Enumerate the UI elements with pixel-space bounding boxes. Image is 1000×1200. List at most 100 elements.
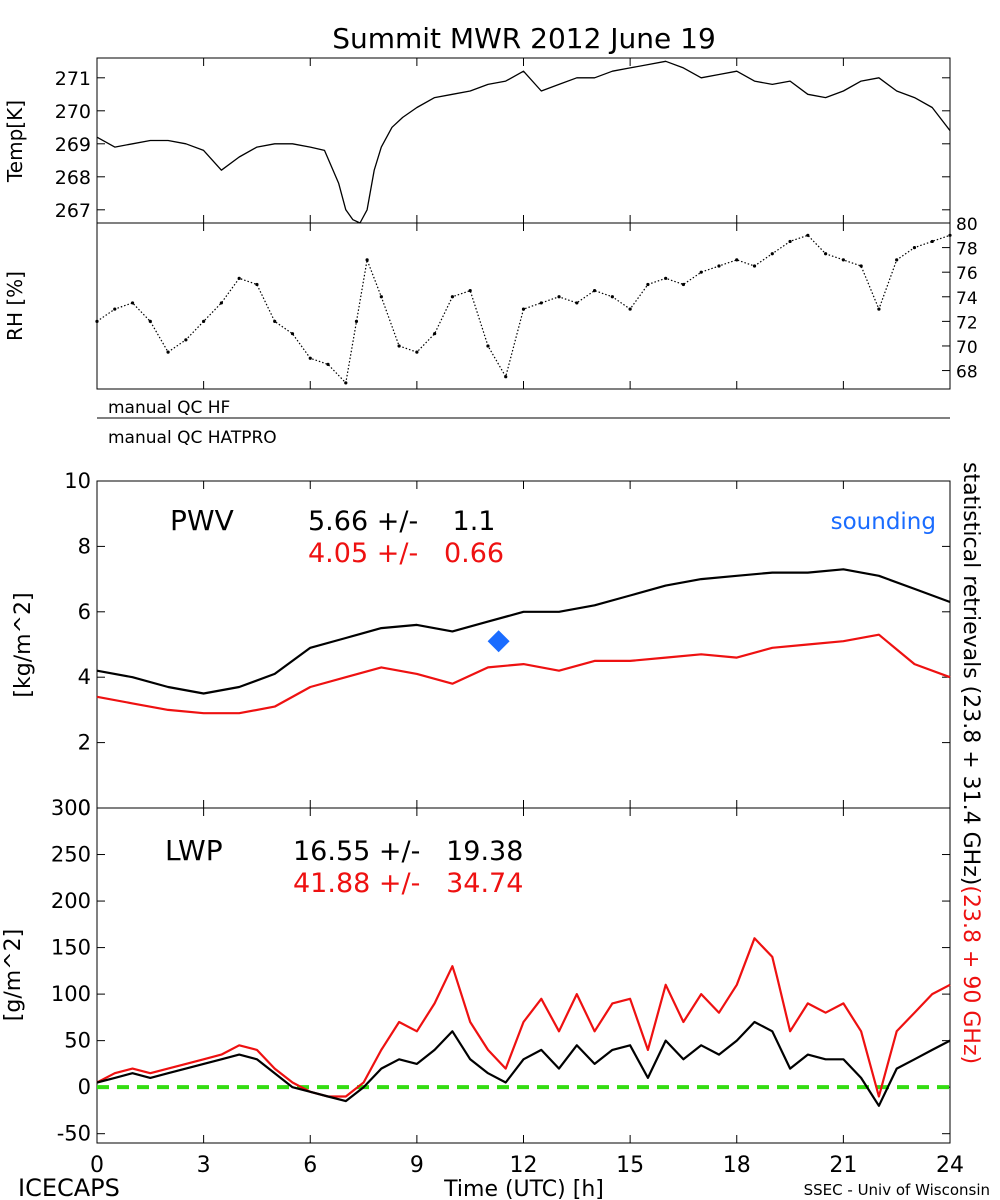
pwv-ytick-label: 0 [78,796,91,820]
rh-point [365,258,369,262]
lwp-ytick-label: 200 [51,889,91,913]
rh-point [148,319,152,323]
rh-point [255,282,259,287]
temp-ytick-label: 270 [55,101,91,123]
rh-ytick-label: 78 [956,240,978,260]
x-tick-label: 18 [723,1153,751,1178]
rh-point [557,295,561,299]
rh-ytick-label: 72 [956,313,978,333]
pwv-series-0 [96,568,951,695]
temp-ytick-label: 268 [55,167,91,189]
lwp-ytick-label: 100 [51,982,91,1006]
lwp-red-sd: 34.74 [446,868,523,899]
pwv-stat-red: 4.05 +/- 0.66 [308,538,504,569]
pwv-ytick-label: 8 [78,534,91,558]
rh-point [824,252,828,256]
rh-point [628,307,632,311]
rh-point [592,289,597,293]
rh-point [166,350,170,354]
rh-point [664,276,668,280]
lwp-ytick-label: 0 [78,1075,91,1099]
rh-point [237,276,241,280]
pwv-ylabel: [kg/m^2] [11,592,36,697]
qc-hf-label: manual QC HF [108,398,230,418]
sounding-legend: sounding [831,509,936,535]
x-tick-label: 6 [303,1153,317,1178]
lwp-red-mean: 41.88 [293,868,370,899]
rh-ytick-label: 74 [956,289,978,309]
pwv-red-mean: 4.05 [308,538,368,569]
lwp-stat-red: 41.88 +/- 34.74 [293,868,523,899]
pwv-red-pm: +/- [377,538,418,569]
lwp-ytick-label: 300 [51,796,91,820]
rh-ytick-label: 80 [956,215,978,235]
rh-point [486,344,490,348]
retrieval-annotation: statistical retrievals (23.8 + 31.4 GHz)… [958,462,983,1064]
rh-point [717,264,721,268]
pwv-series-1 [96,633,951,715]
pwv-black-sd: 1.1 [453,506,496,537]
rh-point [415,350,419,354]
pwv-ytick-label: 6 [78,600,91,624]
lwp-ytick-label: 150 [51,936,91,960]
rh-point [788,239,792,244]
temp-series-0 [96,60,951,224]
rh-point [290,332,295,336]
x-tick-label: 0 [90,1153,104,1178]
rh-point [521,307,526,311]
pwv-black-pm: +/- [377,506,418,537]
lwp-ylabel: [g/m^2] [1,929,26,1021]
lwp-stat-black: 16.55 +/- 19.38 [293,836,523,867]
rh-point [610,295,614,299]
rh-ytick-label: 70 [956,338,978,358]
rh-point [930,239,934,244]
rh-point [433,332,437,336]
rh-point [130,301,135,305]
x-tick-label: 24 [936,1153,964,1178]
rh-point [308,356,312,360]
x-axis-label: Time (UTC) [h] [443,1177,604,1200]
rh-point [219,301,223,305]
lwp-panel-label: LWP [165,834,223,867]
rh-point [575,301,579,305]
rh-point [646,282,650,287]
pwv-panel-label: PWV [170,504,234,537]
rh-point [202,319,206,323]
rh-point [450,295,455,299]
rh-point [113,307,117,311]
lwp-ytick-label: 250 [51,843,91,867]
sounding-marker [487,630,510,653]
rh-point [895,258,899,262]
rh-ytick-label: 68 [956,363,978,383]
rh-point [344,381,348,385]
lwp-black-pm: +/- [379,836,420,867]
pwv-black-mean: 5.66 [308,506,368,537]
rh-point [841,258,845,262]
temp-ytick-label: 267 [55,200,91,222]
rh-point [877,307,881,311]
pwv-ytick-label: 4 [78,665,91,689]
rh-point [912,245,917,250]
rh-point [699,270,703,274]
lwp-black-mean: 16.55 [293,836,370,867]
x-tick-label: 15 [616,1153,644,1178]
x-tick-label: 3 [197,1153,211,1178]
lwp-black-sd: 19.38 [446,836,523,867]
rh-point [681,282,686,287]
pwv-stat-black: 5.66 +/- 1.1 [308,506,495,537]
rh-point [468,289,472,293]
temp-ylabel: Temp[K] [3,100,27,183]
qc-hatpro-label: manual QC HATPRO [108,428,277,448]
rh-point [806,233,810,237]
rh-point [752,264,757,268]
rh-point [735,258,739,262]
lwp-ytick-label: 50 [64,1029,91,1053]
rh-point [95,319,99,323]
rh-point [539,301,543,305]
rh-point [184,338,188,342]
rh-ylabel: RH [%] [3,271,27,341]
rh-point [379,295,383,299]
temp-ytick-label: 269 [55,134,91,156]
temp-ytick-label: 271 [55,68,91,90]
rh-point [770,252,774,256]
